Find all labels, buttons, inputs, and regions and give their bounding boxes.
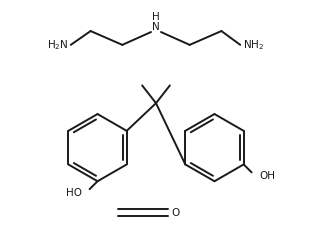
Text: O: O bbox=[172, 208, 180, 218]
Text: $\mathsf{NH_2}$: $\mathsf{NH_2}$ bbox=[244, 38, 265, 52]
Text: OH: OH bbox=[259, 171, 275, 181]
Text: HO: HO bbox=[66, 188, 82, 198]
Text: N: N bbox=[152, 22, 160, 32]
Text: H: H bbox=[152, 12, 160, 22]
Text: $\mathsf{H_2N}$: $\mathsf{H_2N}$ bbox=[47, 38, 69, 52]
